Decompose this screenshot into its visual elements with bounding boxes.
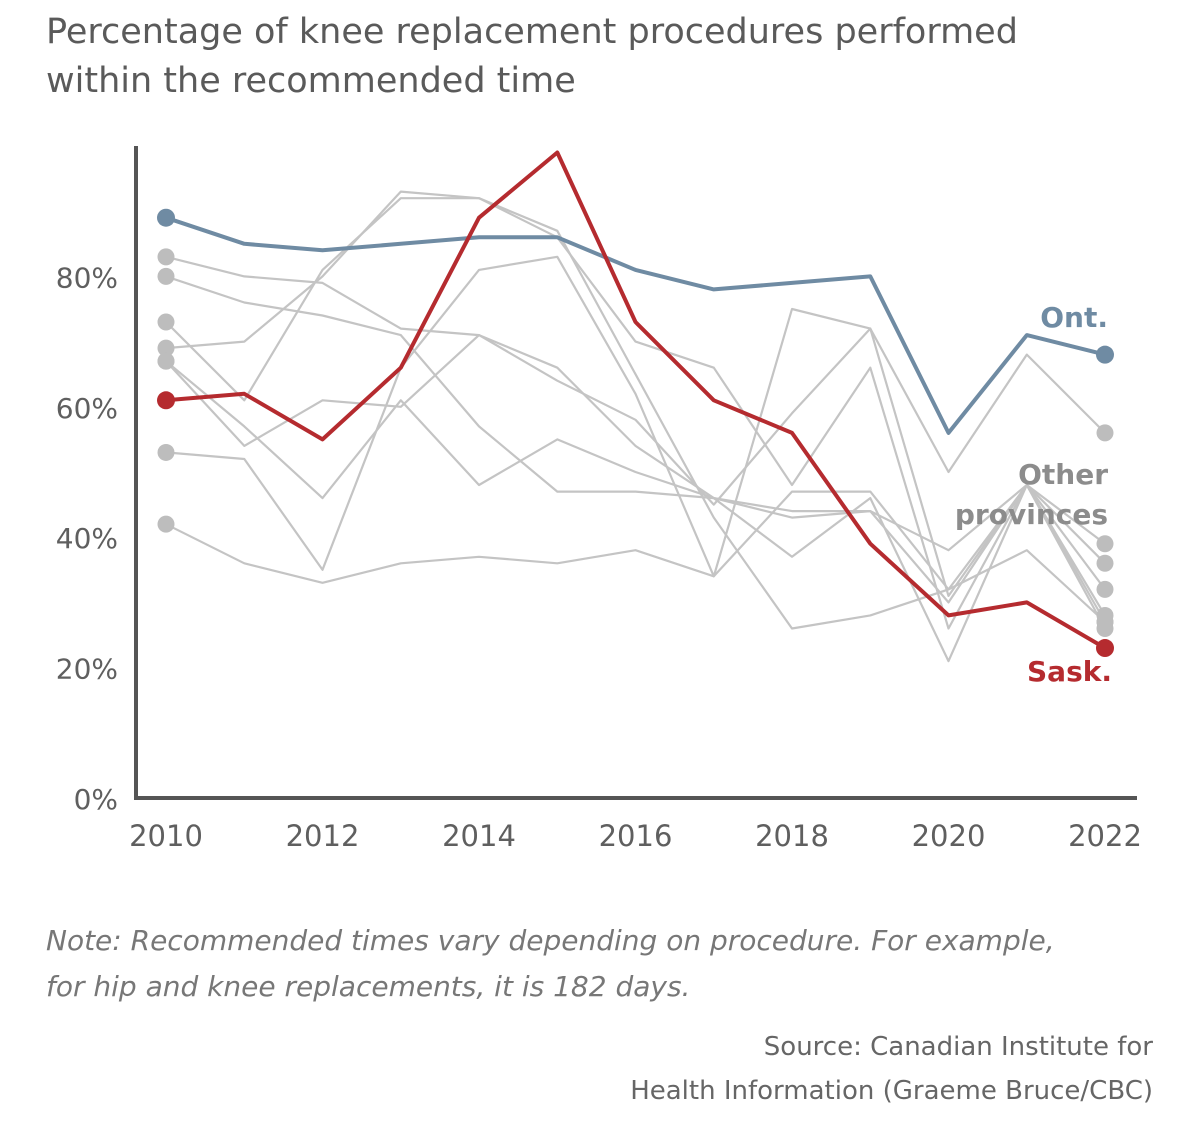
other-province-end-dot-5	[1096, 424, 1114, 442]
sask-label: Sask.	[1027, 655, 1112, 688]
x-tick-label: 2020	[912, 819, 986, 853]
other-province-end-dot-2	[1096, 554, 1114, 572]
chart-title-line-1: Percentage of knee replacement procedure…	[46, 12, 1018, 52]
other-provinces-label-line-1: Other	[1018, 458, 1108, 491]
other-province-line-5	[165, 327, 1106, 506]
ont-line	[165, 215, 1106, 435]
x-tick-label: 2014	[442, 819, 516, 853]
x-tick-label: 2010	[129, 819, 203, 853]
other-province-line-6	[165, 360, 1106, 663]
chart-title: Percentage of knee replacement procedure…	[46, 8, 1166, 106]
sask-end-dot	[1096, 639, 1114, 658]
line-chart: 0% 20% 40% 60% 80% 2010 2012 2014 2016 2018 2020 20…	[56, 146, 1142, 853]
source-line-1: Source: Canadian Institute for	[763, 1032, 1153, 1062]
other-province-start-dot-2	[157, 267, 175, 285]
other-province-start-dot-4	[157, 339, 175, 357]
other-province-line-4	[165, 190, 1106, 630]
other-province-end-dot-3	[1096, 580, 1114, 598]
other-province-line-8	[165, 490, 1106, 623]
other-province-line-7	[165, 255, 1106, 630]
chart-title-line-2: within the recommended time	[46, 61, 576, 101]
y-tick-label: 20%	[56, 653, 118, 686]
other-province-start-dot-8	[157, 515, 175, 533]
other-province-start-dot-1	[157, 248, 175, 266]
other-province-end-dot-8	[1096, 613, 1114, 631]
other-province-start-dot-3	[157, 313, 175, 331]
x-tick-label: 2022	[1068, 819, 1142, 853]
ont-label: Ont.	[1040, 301, 1108, 334]
source-line-2: Health Information (Graeme Bruce/CBC)	[630, 1076, 1153, 1106]
sask-start-dot	[157, 391, 175, 410]
other-province-line-1	[165, 255, 1106, 552]
note-line-1: Note: Recommended times vary depending o…	[46, 924, 1055, 957]
y-tick-label: 40%	[56, 522, 118, 555]
other-province-end-dot-1	[1096, 535, 1114, 553]
other-province-line-2	[165, 275, 1106, 604]
chart-note: Note: Recommended times vary depending o…	[46, 918, 1166, 1010]
note-line-2: for hip and knee replacements, it is 182…	[46, 970, 691, 1003]
y-tick-label: 0%	[74, 783, 118, 816]
ont-end-dot	[1096, 345, 1114, 364]
other-provinces-label-line-2: provinces	[955, 498, 1108, 531]
y-tick-label: 80%	[56, 261, 118, 294]
ont-start-dot	[157, 208, 175, 227]
chart-source: Source: Canadian Institute for Health In…	[353, 1025, 1153, 1113]
x-tick-label: 2012	[286, 819, 360, 853]
x-tick-label: 2016	[599, 819, 673, 853]
other-province-start-dot-6	[157, 352, 175, 370]
y-tick-label: 60%	[56, 392, 118, 425]
other-province-start-dot-7	[157, 443, 175, 461]
sask-line	[165, 150, 1107, 650]
x-tick-label: 2018	[755, 819, 829, 853]
